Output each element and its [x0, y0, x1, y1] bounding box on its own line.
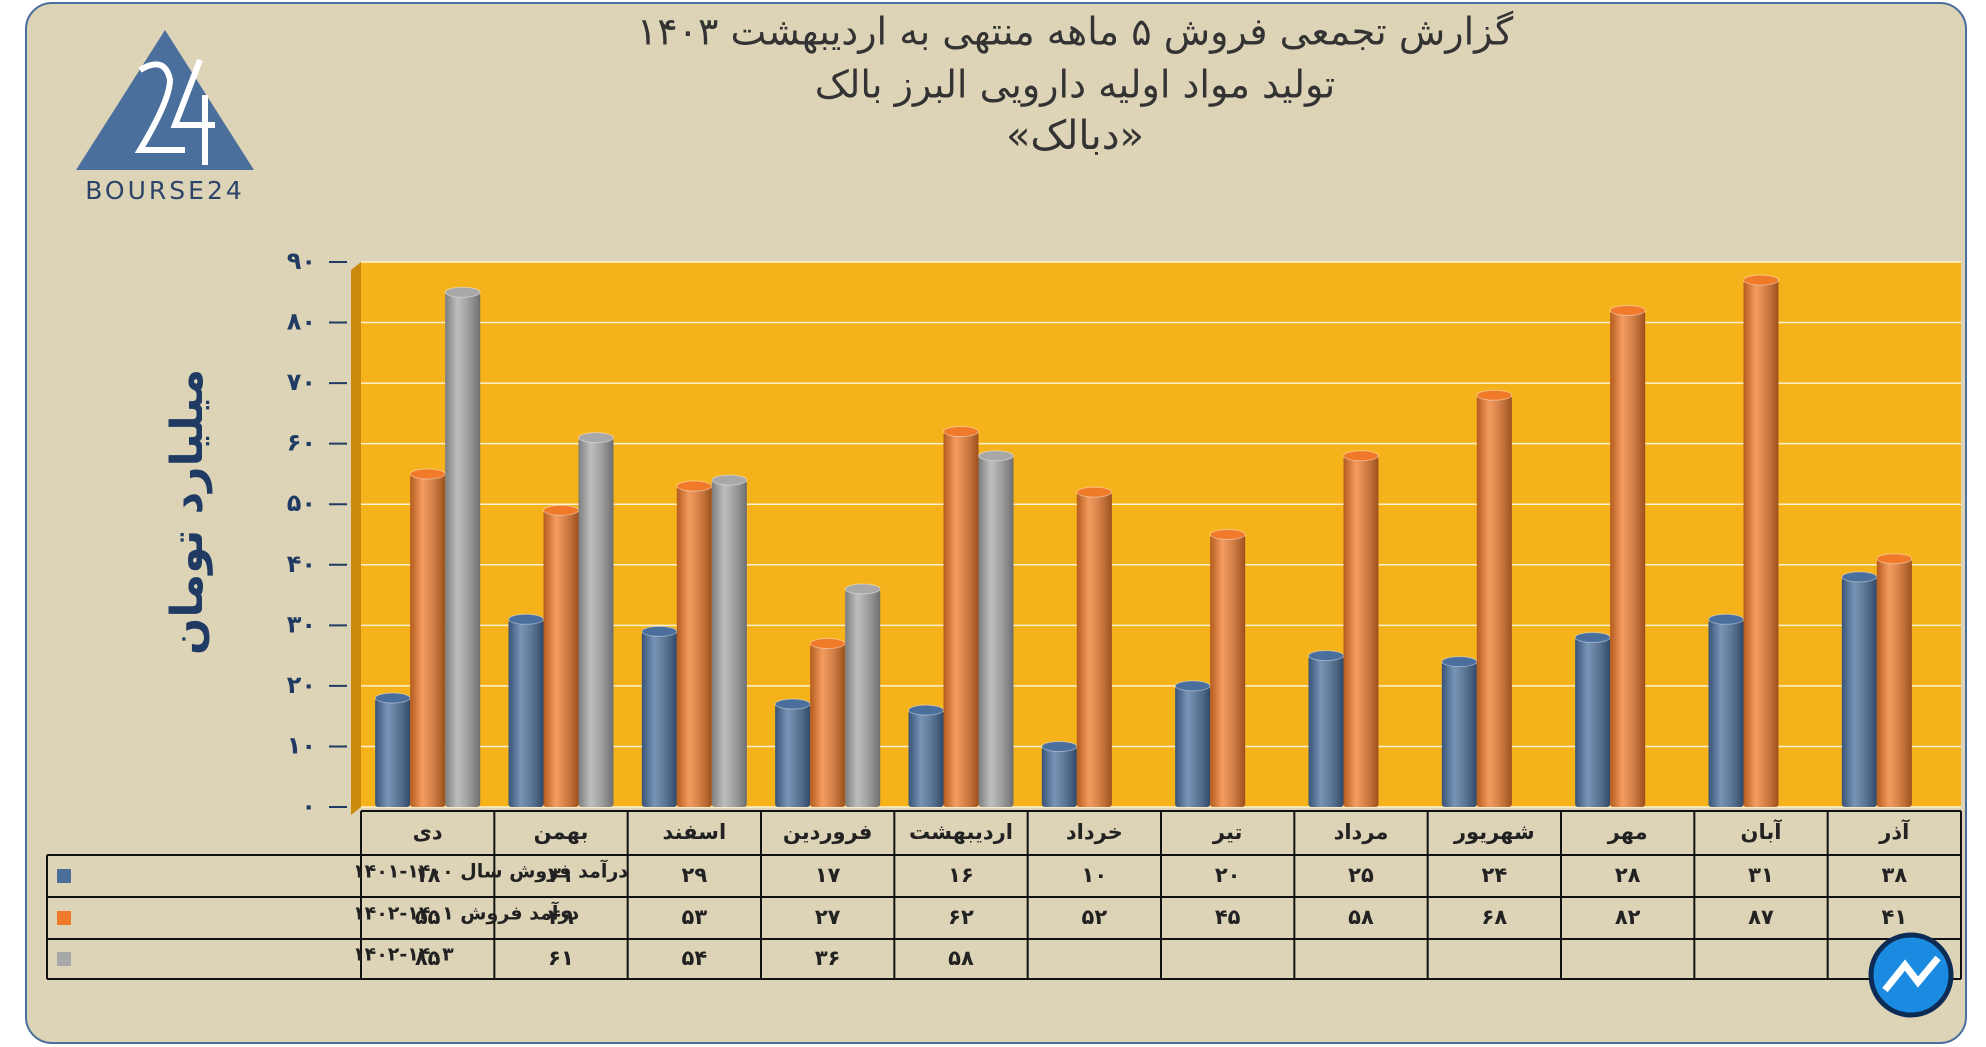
bar [1610, 310, 1646, 807]
bar [1841, 576, 1877, 807]
data-label: ۵۳ [682, 905, 708, 929]
x-tick-label: دی [413, 820, 443, 844]
data-label: ۸۵ [415, 946, 441, 970]
x-tick-label: آبان [1741, 819, 1783, 844]
data-label: ۴۱ [1882, 905, 1908, 929]
bar [1308, 655, 1344, 807]
legend-label: درآمد فروش سال ۱۴۰۰-۱۴۰۱ [353, 859, 628, 883]
y-tick-label: ۷۰ [287, 368, 316, 396]
bar [676, 486, 712, 807]
bar [845, 589, 881, 807]
x-tick-label: خرداد [1066, 820, 1123, 844]
x-tick-label: اردیبهشت [909, 820, 1013, 844]
bar [943, 431, 979, 807]
data-label: ۵۸ [1348, 905, 1374, 929]
chart-title: گزارش تجمعی فروش ۵ ماهه منتهی به اردیبهش… [637, 10, 1514, 55]
bar [1076, 492, 1112, 807]
data-label: ۵۵ [415, 905, 441, 929]
data-label: ۴۹ [548, 905, 574, 929]
data-label: ۶۲ [948, 905, 974, 929]
data-label: ۱۷ [815, 863, 841, 887]
data-label: ۳۱ [548, 863, 574, 887]
x-tick-label: آذر [1878, 819, 1910, 844]
bar [1441, 661, 1477, 807]
y-tick-label: ۲۰ [287, 671, 316, 699]
bar [1476, 395, 1512, 807]
badge-icon [1882, 955, 1941, 993]
bar [641, 631, 677, 807]
bar [578, 437, 614, 807]
data-label: ۵۲ [1082, 905, 1108, 929]
bar [1575, 637, 1611, 807]
legend-label: ۱۴۰۲-۱۴۰۳ [353, 944, 454, 966]
data-label: ۶۱ [548, 946, 574, 970]
logo-text: BOURSE24 [85, 176, 245, 205]
bar [775, 704, 811, 807]
x-tick-label: تیر [1212, 820, 1243, 844]
data-label: ۱۸ [415, 863, 441, 887]
bar [445, 292, 481, 807]
y-tick-label: ۱۰ [287, 731, 316, 759]
plot-area [361, 262, 1961, 807]
y-tick-label: ۵۰ [287, 489, 316, 517]
data-label: ۲۹ [682, 863, 708, 887]
bar [1708, 619, 1744, 807]
bar [978, 455, 1014, 807]
logo: BOURSE24 [76, 30, 254, 205]
data-label: ۲۷ [815, 905, 841, 929]
y-tick-label: ۳۰ [287, 610, 316, 638]
x-tick-label: مهر [1607, 820, 1648, 844]
bar [810, 643, 846, 807]
bar [508, 619, 544, 807]
bar [410, 473, 446, 807]
y-tick-label: ۶۰ [287, 429, 316, 457]
data-label: ۲۴ [1482, 863, 1508, 887]
data-label: ۱۶ [948, 863, 974, 887]
data-label: ۱۰ [1082, 863, 1108, 887]
bar [375, 698, 411, 807]
data-label: ۳۱ [1748, 863, 1774, 887]
x-tick-label: اسفند [662, 820, 726, 844]
data-label: ۳۶ [815, 946, 841, 970]
bar [1210, 534, 1246, 807]
legend-label: درآمد فروش ۱۴۰۱-۱۴۰۲ [353, 901, 579, 925]
bar [1743, 280, 1779, 808]
bar [543, 510, 579, 807]
data-label: ۵۴ [682, 946, 708, 970]
data-label: ۴۵ [1215, 905, 1241, 929]
bar [1343, 455, 1379, 807]
bar [1876, 558, 1912, 807]
data-label: ۶۸ [1482, 905, 1508, 929]
data-label: ۵۸ [948, 946, 974, 970]
bar [1041, 746, 1077, 807]
legend-swatch [57, 952, 71, 966]
chart-subtitle: تولید مواد اولیه دارویی البرز بالک [815, 63, 1335, 108]
y-axis-label: میلیارد تومان [162, 369, 213, 655]
x-tick-label: فروردین [783, 820, 873, 844]
x-tick-label: بهمن [534, 820, 589, 844]
bar [1175, 685, 1211, 807]
data-label: ۲۸ [1615, 863, 1641, 887]
legend-swatch [57, 911, 71, 925]
y-tick-label: ۴۰ [287, 550, 316, 578]
bar [711, 480, 747, 807]
data-label: ۸۲ [1615, 905, 1641, 929]
x-tick-label: مرداد [1334, 820, 1389, 844]
y-tick-label: ۸۰ [287, 308, 316, 336]
chart-subtitle: «دبالک» [1006, 113, 1144, 159]
y-tick-label: ۰ [301, 792, 316, 820]
bar [908, 710, 944, 807]
y-tick-label: ۹۰ [287, 247, 316, 275]
x-tick-label: شهریور [1453, 820, 1535, 844]
legend-swatch [57, 869, 71, 883]
data-label: ۲۰ [1215, 863, 1241, 887]
data-label: ۸۷ [1748, 905, 1774, 929]
data-label: ۲۵ [1348, 863, 1374, 887]
plot-wall [351, 262, 361, 815]
data-label: ۳۸ [1882, 863, 1908, 887]
